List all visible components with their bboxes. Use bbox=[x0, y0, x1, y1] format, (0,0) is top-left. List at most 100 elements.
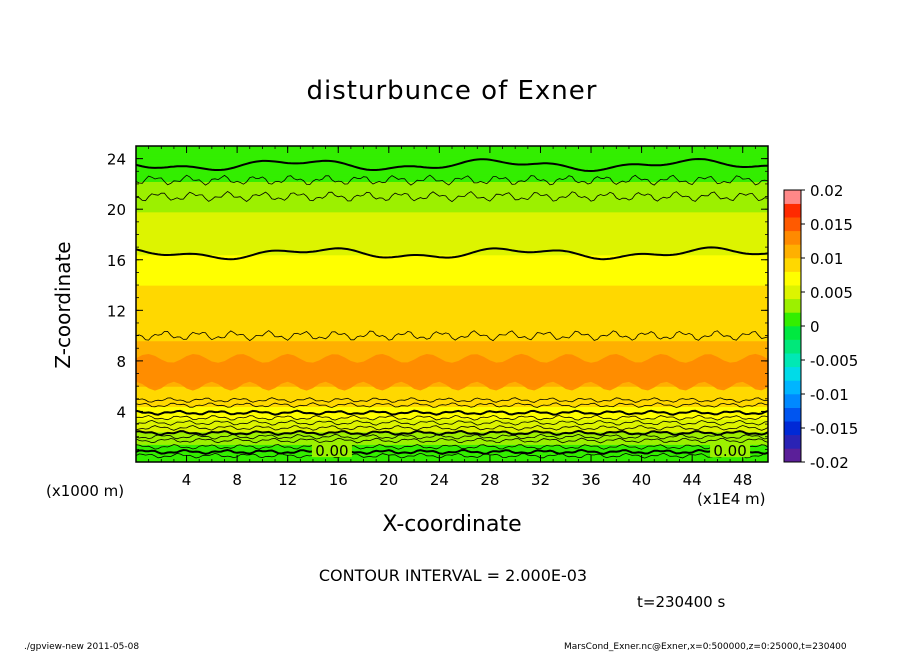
contour-label: 0.00 bbox=[713, 442, 746, 460]
contour-band bbox=[136, 247, 768, 251]
contour-band bbox=[136, 249, 768, 253]
contour-band bbox=[136, 350, 768, 354]
contour-band bbox=[136, 282, 768, 286]
contour-band bbox=[136, 285, 768, 289]
x-tick-label: 4 bbox=[182, 471, 192, 489]
contour-band bbox=[136, 252, 768, 256]
contour-band bbox=[136, 325, 768, 329]
contour-band bbox=[136, 226, 768, 231]
contour-band bbox=[136, 211, 768, 215]
contour-band bbox=[136, 262, 768, 266]
colorbar-segment bbox=[784, 190, 801, 204]
footer-left: ./gpview-new 2011-05-08 bbox=[24, 642, 140, 652]
contour-line bbox=[136, 402, 768, 408]
colorbar-segment bbox=[784, 217, 801, 232]
colorbar-tick-label: 0 bbox=[810, 318, 820, 336]
contour-band bbox=[136, 188, 768, 193]
contour-band bbox=[136, 216, 768, 220]
contour-band bbox=[136, 416, 768, 420]
contour-band bbox=[136, 429, 768, 433]
contour-line bbox=[136, 419, 768, 426]
y-tick-label: 8 bbox=[116, 353, 126, 371]
contour-band bbox=[136, 406, 768, 410]
contour-band bbox=[136, 224, 768, 228]
contour-band bbox=[136, 173, 768, 177]
colorbar-tick-label: -0.01 bbox=[810, 386, 849, 404]
contour-band bbox=[136, 257, 768, 261]
contour-band bbox=[136, 191, 768, 195]
colorbar-segment bbox=[784, 271, 801, 286]
colorbar-segment bbox=[784, 203, 801, 218]
colorbar-segment bbox=[784, 312, 801, 327]
contour-line bbox=[136, 191, 768, 203]
contour-band bbox=[136, 456, 768, 461]
contour-band bbox=[136, 330, 768, 334]
contour-band bbox=[136, 449, 768, 453]
y-tick-label: 12 bbox=[107, 302, 126, 320]
colorbar-tick-label: 0.005 bbox=[810, 284, 853, 302]
contour-band bbox=[136, 259, 768, 263]
x-tick-label: 12 bbox=[278, 471, 297, 489]
colorbar-tick-label: 0.015 bbox=[810, 216, 853, 234]
max-layer-band bbox=[136, 353, 768, 391]
colorbar-tick-label: -0.02 bbox=[810, 454, 849, 472]
contour-label-bg bbox=[710, 443, 751, 458]
contour-band bbox=[136, 237, 768, 241]
contour-band bbox=[136, 269, 768, 273]
contour-band bbox=[136, 209, 768, 213]
contour-band bbox=[136, 421, 768, 425]
contour-band bbox=[136, 287, 768, 291]
contour-band bbox=[136, 181, 768, 185]
colorbar-segment bbox=[784, 244, 801, 259]
contour-band bbox=[136, 267, 768, 271]
contour-band bbox=[136, 194, 768, 198]
contour-band bbox=[136, 434, 768, 438]
contour-band bbox=[136, 328, 768, 332]
contour-interval-text: CONTOUR INTERVAL = 2.000E-03 bbox=[318, 566, 588, 585]
contour-band bbox=[136, 279, 768, 284]
footer-right: MarsCond_Exner.nc@Exner,x=0:500000,z=0:2… bbox=[564, 642, 847, 652]
x-tick-label: 44 bbox=[683, 471, 702, 489]
contour-band bbox=[136, 396, 768, 400]
contour-line bbox=[136, 409, 768, 416]
contour-band bbox=[136, 436, 768, 440]
contour-line bbox=[136, 425, 768, 431]
y-tick-label: 24 bbox=[107, 151, 126, 169]
contour-band bbox=[136, 219, 768, 223]
contour-line bbox=[136, 246, 768, 261]
contour-band bbox=[136, 335, 768, 339]
contour-line bbox=[136, 157, 768, 173]
colorbar-segment bbox=[784, 434, 801, 449]
chart-title: disturbunce of Exner bbox=[306, 76, 598, 106]
x-tick-label: 24 bbox=[430, 471, 449, 489]
contour-band bbox=[136, 171, 768, 175]
x-tick-label: 8 bbox=[232, 471, 242, 489]
y-tick-label: 16 bbox=[107, 252, 126, 270]
contour-band bbox=[136, 300, 768, 304]
contour-band bbox=[136, 413, 768, 418]
x-tick-label: 28 bbox=[480, 471, 499, 489]
colorbar-segment bbox=[784, 394, 801, 408]
contour-band bbox=[136, 272, 768, 276]
contour-band bbox=[136, 408, 768, 413]
contour-band bbox=[136, 305, 768, 309]
contour-band bbox=[136, 176, 768, 180]
contour-band bbox=[136, 290, 768, 294]
contour-band bbox=[136, 153, 768, 157]
contour-band bbox=[136, 302, 768, 306]
contour-line bbox=[136, 448, 768, 455]
contour-band bbox=[136, 234, 768, 238]
contour-band bbox=[136, 297, 768, 301]
contour-band bbox=[136, 277, 768, 281]
colorbar-segment bbox=[784, 380, 801, 395]
contour-band bbox=[136, 446, 768, 450]
contour-band bbox=[136, 221, 768, 225]
contour-band bbox=[136, 178, 768, 182]
contour-band bbox=[136, 439, 768, 443]
contour-band bbox=[136, 254, 768, 258]
colorbar-segment bbox=[784, 407, 801, 422]
contour-line bbox=[136, 414, 768, 421]
contour-band bbox=[136, 340, 768, 344]
y-unit-label: (x1000 m) bbox=[46, 482, 125, 500]
contour-band bbox=[136, 274, 768, 279]
